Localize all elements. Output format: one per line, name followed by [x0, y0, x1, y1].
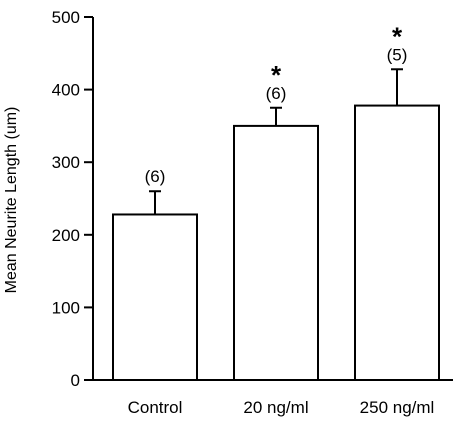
y-tick-label-500: 500	[52, 8, 80, 27]
y-tick-label-400: 400	[52, 81, 80, 100]
bars-group: (6)Control(6)*20 ng/ml(5)*250 ng/ml	[112, 21, 440, 417]
sample-size-label-2: (5)	[387, 45, 408, 64]
sample-size-label-1: (6)	[266, 84, 287, 103]
bar-0	[112, 213, 198, 381]
y-axis-label: Mean Neurite Length (um)	[3, 107, 20, 294]
significance-marker-2: *	[392, 21, 403, 51]
significance-marker-1: *	[271, 60, 282, 90]
y-tick-label-0: 0	[71, 371, 80, 390]
x-tick-label-1: 20 ng/ml	[243, 398, 308, 417]
y-tick-label-100: 100	[52, 298, 80, 317]
y-tick-label-300: 300	[52, 153, 80, 172]
x-tick-label-0: Control	[128, 398, 183, 417]
x-tick-label-2: 250 ng/ml	[360, 398, 435, 417]
y-axis-ticks: 0 100 200 300 400 500	[52, 8, 93, 390]
y-tick-label-200: 200	[52, 226, 80, 245]
sample-size-label-0: (6)	[145, 167, 166, 186]
bar-1	[233, 124, 319, 382]
bar-2	[354, 104, 440, 382]
